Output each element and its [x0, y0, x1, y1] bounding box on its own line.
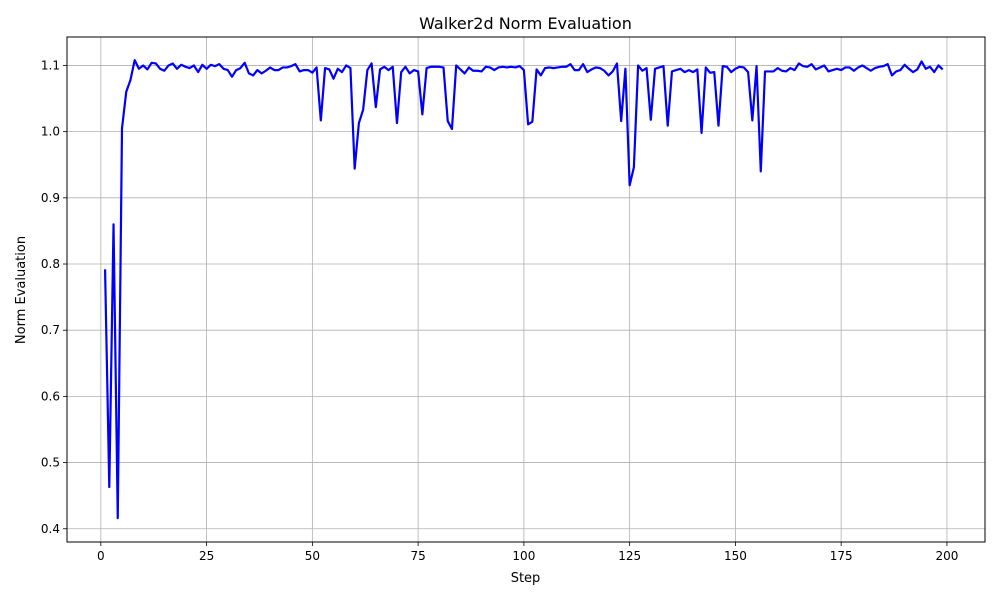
y-tick-label: 0.6: [41, 389, 60, 403]
x-tick-label: 75: [410, 549, 425, 563]
series-group: [103, 59, 944, 520]
x-tick-label: 150: [724, 549, 747, 563]
y-axis-ticks: 0.4 0.5 0.6 0.7 0.8 0.9 1.0 1.1: [41, 58, 67, 536]
x-tick-label: 175: [830, 549, 853, 563]
chart-title: Walker2d Norm Evaluation: [419, 14, 632, 33]
y-tick-label: 1.1: [41, 58, 60, 72]
y-tick-label: 0.8: [41, 257, 60, 271]
y-tick-label: 0.5: [41, 456, 60, 470]
y-tick-label: 0.4: [41, 522, 60, 536]
x-tick-label: 200: [935, 549, 958, 563]
series-line: [103, 59, 944, 520]
grid-lines: [67, 37, 985, 542]
y-axis-label: Norm Evaluation: [14, 236, 29, 344]
x-tick-label: 0: [97, 549, 105, 563]
x-axis-ticks: 0 25 50 75 100 125 150 175 200: [97, 542, 958, 563]
x-tick-label: 125: [618, 549, 641, 563]
x-tick-label: 50: [305, 549, 320, 563]
y-tick-label: 0.7: [41, 323, 60, 337]
x-tick-label: 25: [199, 549, 214, 563]
y-tick-label: 1.0: [41, 125, 60, 139]
x-tick-label: 100: [512, 549, 535, 563]
x-axis-label: Step: [511, 571, 541, 586]
plot-frame: [66, 36, 986, 543]
y-tick-label: 0.9: [41, 191, 60, 205]
